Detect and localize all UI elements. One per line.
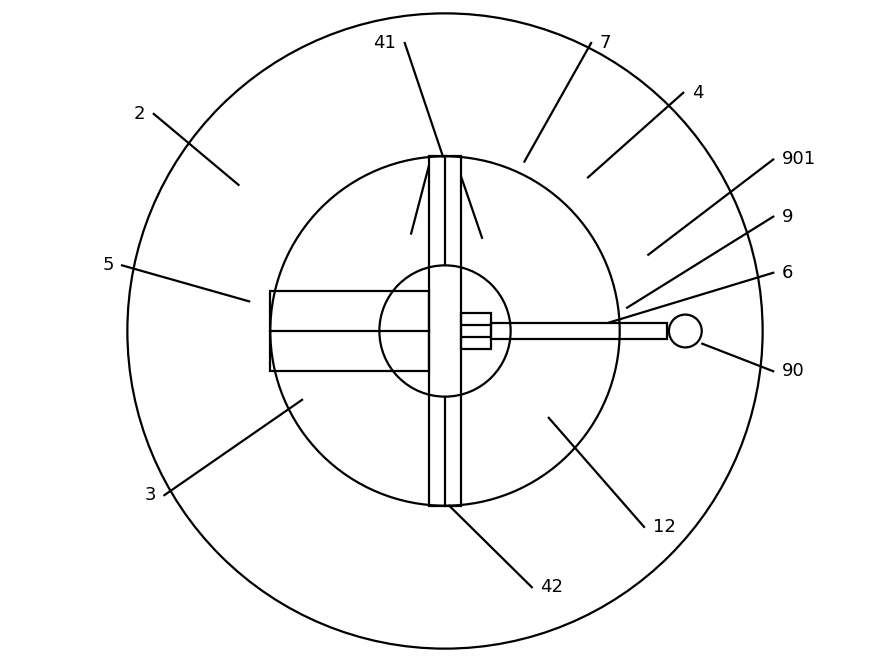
Text: 4: 4 — [692, 84, 703, 102]
Text: 901: 901 — [781, 150, 816, 168]
Text: 90: 90 — [781, 362, 805, 380]
Text: 41: 41 — [374, 34, 396, 52]
Text: 6: 6 — [781, 263, 793, 282]
Text: 2: 2 — [134, 105, 145, 123]
Text: 5: 5 — [102, 256, 114, 274]
Bar — [429, 156, 461, 506]
Bar — [271, 291, 429, 371]
Text: 42: 42 — [540, 578, 563, 596]
Text: 12: 12 — [652, 518, 676, 536]
Text: 7: 7 — [600, 34, 611, 52]
Text: 9: 9 — [781, 208, 793, 226]
Bar — [461, 313, 491, 349]
Bar — [491, 323, 668, 339]
Text: 3: 3 — [144, 486, 156, 504]
